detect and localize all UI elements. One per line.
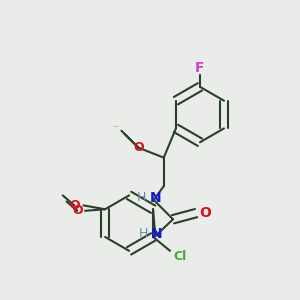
- Text: F: F: [195, 61, 205, 75]
- Text: O: O: [200, 206, 211, 220]
- Text: H: H: [138, 227, 148, 240]
- Text: methoxy: methoxy: [114, 125, 120, 127]
- Text: H: H: [137, 191, 146, 204]
- Text: N: N: [151, 227, 163, 241]
- Text: Cl: Cl: [173, 250, 187, 263]
- Text: O: O: [133, 141, 144, 154]
- Text: O: O: [69, 199, 80, 212]
- Text: N: N: [149, 191, 161, 205]
- Text: O: O: [72, 204, 83, 217]
